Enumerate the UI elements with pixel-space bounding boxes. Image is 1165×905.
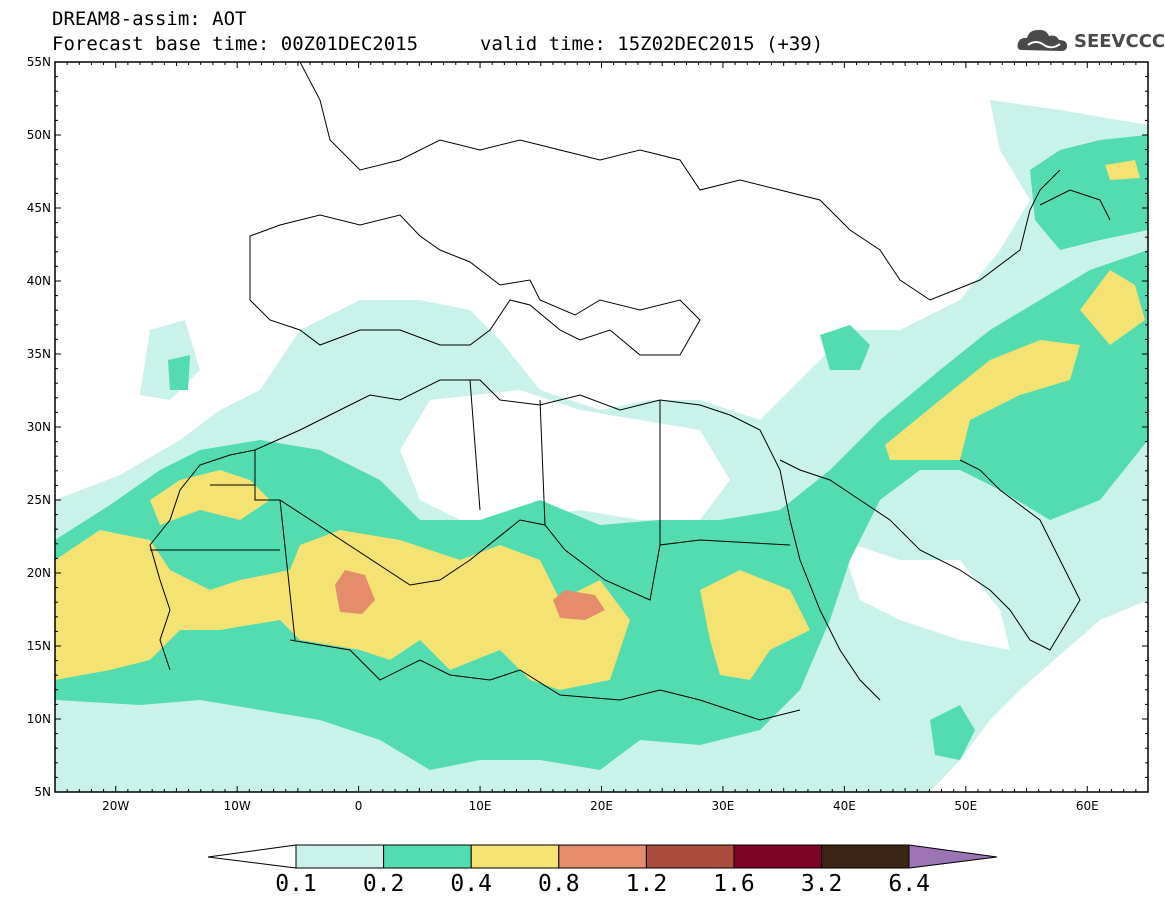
lat-label: 55N <box>27 55 51 69</box>
colorbar-label: 6.4 <box>888 871 930 897</box>
colorbar-label: 0.4 <box>450 871 492 897</box>
colorbar-label: 0.2 <box>363 871 405 897</box>
lon-label: 0 <box>355 799 363 813</box>
colorbar-arrow-low <box>207 844 297 869</box>
axis-ticks <box>54 61 1149 793</box>
colorbar-swatch <box>295 844 385 869</box>
lon-label: 10W <box>224 799 251 813</box>
aot-band-0.4 <box>1080 270 1145 345</box>
lon-label: 50E <box>954 799 977 813</box>
lat-label: 45N <box>27 201 51 215</box>
valid-time: valid time: 15Z02DEC2015 (+39) <box>480 33 824 55</box>
lat-label: 25N <box>27 493 51 507</box>
aot-band-0.4 <box>885 340 1080 460</box>
aot-field <box>55 100 1148 792</box>
aot-band-0.2 <box>930 705 975 760</box>
colorbar: 0.1 0.2 0.4 0.8 1.2 1.6 3.2 6.4 <box>207 844 998 897</box>
aot-band-0.2 <box>820 325 870 370</box>
lon-label: 20E <box>590 799 613 813</box>
aot-band-0.4 <box>150 470 270 525</box>
colorbar-label: 1.6 <box>713 871 755 897</box>
colorbar-swatch <box>558 844 647 869</box>
lat-label: 10N <box>27 712 51 726</box>
lon-label: 40E <box>833 799 856 813</box>
colorbar-label: 0.1 <box>275 871 317 897</box>
colorbar-swatch <box>470 844 560 869</box>
lat-label: 40N <box>27 274 51 288</box>
colorbar-swatch <box>383 844 472 869</box>
colorbar-swatch <box>733 844 823 869</box>
aot-band-0.4 <box>700 570 810 680</box>
aot-band-0.8 <box>335 570 375 614</box>
lon-labels: 20W 10W 0 10E 20E 30E 40E 50E 60E <box>102 799 1099 813</box>
seevccc-logo: SEEVCCC <box>1016 26 1165 56</box>
lat-label: 15N <box>27 639 51 653</box>
colorbar-label: 0.8 <box>538 871 580 897</box>
aot-band-0.8 <box>553 590 605 620</box>
colorbar-swatch <box>645 844 735 869</box>
lat-label: 5N <box>34 785 51 799</box>
aot-band-0.4 <box>1105 160 1140 180</box>
lon-label: 30E <box>712 799 735 813</box>
lat-labels: 55N 50N 45N 40N 35N 30N 25N 20N 15N 10N 5N <box>27 55 51 799</box>
colorbar-arrow-high <box>908 844 998 869</box>
lat-label: 30N <box>27 420 51 434</box>
lon-label: 20W <box>102 799 129 813</box>
aot-hole <box>840 540 1010 650</box>
lat-label: 50N <box>27 128 51 142</box>
lon-label: 10E <box>469 799 492 813</box>
lat-label: 35N <box>27 347 51 361</box>
aot-hole <box>400 390 730 520</box>
lat-label: 20N <box>27 566 51 580</box>
coastlines <box>149 62 1111 721</box>
colorbar-swatch <box>821 844 910 869</box>
cloud-logo-icon <box>1017 29 1067 51</box>
lon-label: 60E <box>1076 799 1099 813</box>
colorbar-label: 3.2 <box>801 871 843 897</box>
logo-text: SEEVCCC <box>1074 31 1165 52</box>
map-title: DREAM8-assim: AOT <box>52 8 247 30</box>
colorbar-label: 1.2 <box>626 871 668 897</box>
aot-band-0.2 <box>168 355 190 390</box>
forecast-base-time: Forecast base time: 00Z01DEC2015 <box>52 33 419 55</box>
